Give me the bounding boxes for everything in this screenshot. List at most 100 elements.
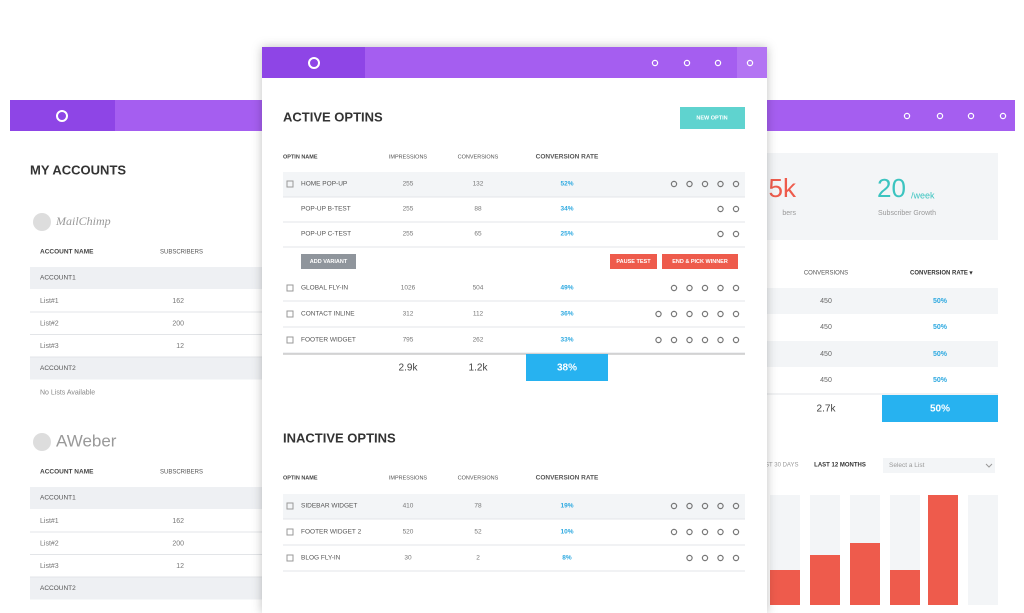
- account-name: ACCOUNT2: [40, 585, 76, 592]
- center-logo-block: [262, 47, 365, 78]
- list-name: List#2: [40, 540, 59, 547]
- column-header: CONVERSION RATE: [536, 154, 599, 161]
- select-text[interactable]: Select a List: [889, 462, 925, 469]
- icon[interactable]: [670, 284, 678, 292]
- icon[interactable]: [717, 180, 724, 188]
- column-header: SUBSCRIBERS: [160, 470, 203, 476]
- stat-value: 5k: [769, 173, 797, 203]
- conversion-rate: 36%: [560, 311, 573, 318]
- icon[interactable]: [670, 502, 678, 510]
- conversion-rate: 34%: [560, 206, 573, 213]
- icon[interactable]: [655, 310, 662, 318]
- icon[interactable]: [732, 336, 740, 344]
- icon[interactable]: [701, 310, 709, 318]
- icon[interactable]: [701, 284, 709, 292]
- optin-name[interactable]: POP-UP C-TEST: [301, 231, 351, 238]
- button-label[interactable]: END & PICK WINNER: [672, 259, 728, 265]
- icon[interactable]: [732, 180, 740, 188]
- icon[interactable]: [746, 59, 754, 67]
- account-name: ACCOUNT1: [40, 495, 76, 502]
- cell-rate: 50%: [933, 298, 948, 305]
- conversions: 132: [473, 181, 484, 188]
- button-label[interactable]: PAUSE TEST: [616, 259, 651, 265]
- total: 2.9k: [399, 363, 419, 374]
- icon[interactable]: [670, 180, 678, 188]
- end-pick-button[interactable]: [662, 254, 738, 269]
- icon[interactable]: [717, 230, 724, 238]
- list-subscribers: 12: [176, 563, 184, 570]
- icon[interactable]: [701, 180, 709, 188]
- icon[interactable]: [732, 205, 740, 213]
- icon[interactable]: [686, 284, 693, 292]
- section-title: ACTIVE OPTINS: [283, 109, 383, 124]
- icon[interactable]: [683, 59, 691, 67]
- icon[interactable]: [732, 528, 740, 536]
- icon[interactable]: [701, 336, 709, 344]
- optin-name[interactable]: HOME POP-UP: [301, 181, 347, 188]
- icon[interactable]: [701, 528, 709, 536]
- icon[interactable]: [717, 336, 724, 344]
- icon[interactable]: [732, 502, 740, 510]
- icon[interactable]: [967, 112, 975, 120]
- icon[interactable]: [717, 502, 724, 510]
- icon[interactable]: [686, 310, 693, 318]
- icon[interactable]: [670, 528, 678, 536]
- impressions: 312: [403, 311, 414, 318]
- conversion-rate: 25%: [560, 231, 573, 238]
- icon[interactable]: [732, 230, 740, 238]
- range-tab[interactable]: LAST 12 MONTHS: [814, 463, 866, 469]
- add-variant-button[interactable]: [301, 254, 356, 269]
- row-icon: [286, 284, 294, 292]
- icon[interactable]: [903, 112, 911, 120]
- icon[interactable]: [714, 59, 722, 67]
- select-box[interactable]: [883, 458, 995, 473]
- conversions: 52: [474, 529, 482, 536]
- optin-name[interactable]: FOOTER WIDGET: [301, 337, 356, 344]
- range-tab[interactable]: ST 30 DAYS: [765, 463, 798, 469]
- icon[interactable]: [655, 336, 662, 344]
- icon[interactable]: [686, 554, 693, 562]
- icon[interactable]: [686, 528, 693, 536]
- list-subscribers: 12: [176, 343, 184, 350]
- icon[interactable]: [701, 502, 709, 510]
- icon[interactable]: [732, 554, 740, 562]
- icon[interactable]: [686, 502, 693, 510]
- icon[interactable]: [670, 310, 678, 318]
- new-optin-button[interactable]: [680, 107, 745, 129]
- group-row: [30, 487, 262, 509]
- icon[interactable]: [670, 336, 678, 344]
- icon[interactable]: [717, 528, 724, 536]
- optin-name[interactable]: BLOG FLY-IN: [301, 555, 341, 562]
- button-label[interactable]: ADD VARIANT: [310, 259, 348, 265]
- icon[interactable]: [999, 112, 1007, 120]
- icon[interactable]: [686, 336, 693, 344]
- icon[interactable]: [701, 554, 709, 562]
- icon[interactable]: [717, 284, 724, 292]
- row-icon: [286, 554, 294, 562]
- icon[interactable]: [717, 554, 724, 562]
- cell: 450: [820, 298, 832, 305]
- column-header: OPTIN NAME: [283, 475, 318, 481]
- icon[interactable]: [732, 284, 740, 292]
- pause-test-button[interactable]: [610, 254, 657, 269]
- optin-name[interactable]: CONTACT INLINE: [301, 311, 355, 318]
- button-label[interactable]: NEW OPTIN: [696, 115, 727, 121]
- icon[interactable]: [686, 180, 693, 188]
- stat-label: bers: [782, 210, 796, 217]
- icon[interactable]: [717, 310, 724, 318]
- column-header: ACCOUNT NAME: [40, 469, 94, 476]
- bar: [850, 543, 880, 605]
- cell-rate: 50%: [933, 351, 948, 358]
- optin-name[interactable]: FOOTER WIDGET 2: [301, 529, 362, 536]
- column-header: CONVERSIONS: [458, 154, 499, 160]
- icon[interactable]: [717, 205, 724, 213]
- optin-name[interactable]: POP-UP B-TEST: [301, 206, 351, 213]
- left-panel: [10, 100, 262, 605]
- icon[interactable]: [936, 112, 944, 120]
- optin-name[interactable]: GLOBAL FLY-IN: [301, 285, 348, 292]
- provider-name: MailChimp: [55, 214, 111, 228]
- icon[interactable]: [732, 310, 740, 318]
- icon[interactable]: [651, 59, 659, 67]
- bar: [890, 570, 920, 605]
- optin-name[interactable]: SIDEBAR WIDGET: [301, 503, 357, 510]
